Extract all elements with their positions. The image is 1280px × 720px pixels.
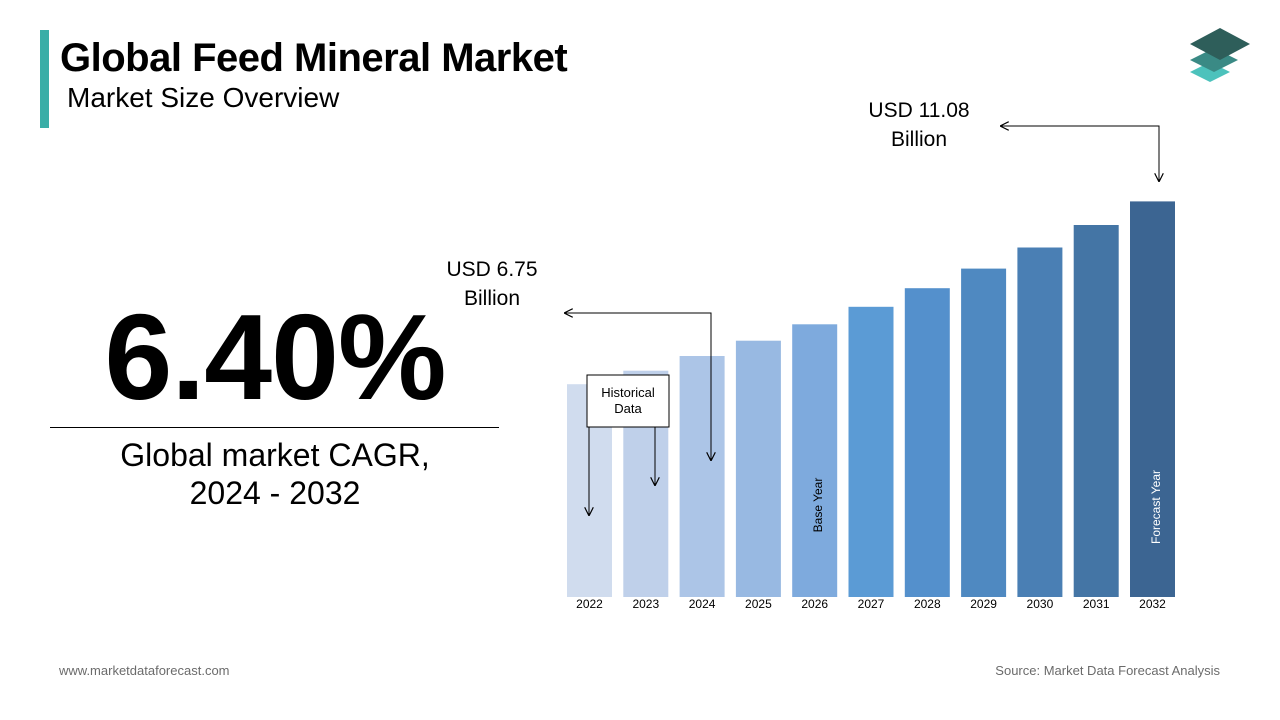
bar-2030 <box>1017 247 1063 597</box>
title-accent-bar <box>40 30 49 128</box>
x-tick-label-2031: 2031 <box>1083 597 1110 611</box>
x-tick-label-2026: 2026 <box>801 597 828 611</box>
cagr-label: Global market CAGR, 2024 - 2032 <box>50 436 500 512</box>
layers-logo-icon <box>1190 28 1250 82</box>
x-tick-label-2027: 2027 <box>858 597 885 611</box>
historical-data-line1: Historical <box>601 385 655 400</box>
callout-end-arrow <box>1001 126 1159 181</box>
bar-2031 <box>1073 225 1119 597</box>
callout-start-line2: Billion <box>464 287 520 310</box>
footer-website: www.marketdataforecast.com <box>59 663 230 678</box>
cagr-label-line1: Global market CAGR, <box>120 437 430 473</box>
page-subtitle: Market Size Overview <box>67 82 340 113</box>
forecast-year-label: Forecast Year <box>1149 470 1163 544</box>
page-title: Global Feed Mineral Market <box>60 36 568 80</box>
historical-data-box <box>586 374 670 428</box>
bar-2024 <box>679 356 725 597</box>
x-tick-label-2024: 2024 <box>689 597 716 611</box>
callout-start-arrow <box>565 313 711 460</box>
bar-2029 <box>961 268 1007 597</box>
bar-2026 <box>792 324 838 597</box>
cagr-label-line2: 2024 - 2032 <box>189 475 361 511</box>
footer-source: Source: Market Data Forecast Analysis <box>995 663 1220 678</box>
callout-start-line1: USD 6.75 <box>446 258 537 281</box>
bar-2027 <box>848 306 894 597</box>
x-tick-label-2032: 2032 <box>1139 597 1166 611</box>
x-tick-label-2023: 2023 <box>632 597 659 611</box>
x-tick-label-2028: 2028 <box>914 597 941 611</box>
cagr-value: 6.40% <box>104 289 447 425</box>
cagr-divider <box>50 427 499 428</box>
x-tick-label-2030: 2030 <box>1027 597 1054 611</box>
bar-2028 <box>904 288 950 597</box>
x-tick-label-2025: 2025 <box>745 597 772 611</box>
historical-data-line2: Data <box>614 401 642 416</box>
callout-end-line1: USD 11.08 <box>868 99 969 122</box>
x-tick-label-2029: 2029 <box>970 597 997 611</box>
base-year-label: Base Year <box>811 478 825 533</box>
bar-2025 <box>735 340 781 597</box>
callout-end-line2: Billion <box>891 128 947 151</box>
x-tick-label-2022: 2022 <box>576 597 603 611</box>
bar-2032 <box>1130 201 1175 597</box>
